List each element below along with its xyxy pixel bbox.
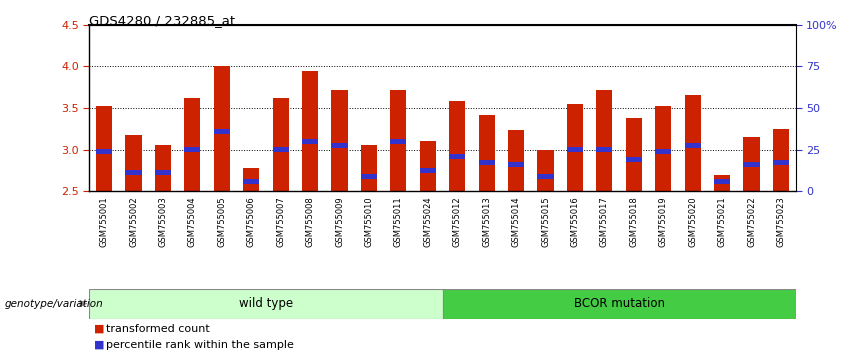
Bar: [125, 170, 141, 175]
Text: GSM755018: GSM755018: [630, 196, 638, 247]
Text: GSM755016: GSM755016: [570, 196, 580, 247]
Bar: [214, 65, 230, 191]
Text: GSM755003: GSM755003: [158, 196, 168, 247]
Bar: [597, 90, 613, 191]
Text: GSM755008: GSM755008: [306, 196, 315, 247]
Text: genotype/variation: genotype/variation: [4, 298, 103, 309]
Bar: [655, 149, 671, 154]
Bar: [508, 130, 524, 191]
Bar: [243, 179, 260, 184]
Bar: [96, 149, 112, 154]
Bar: [773, 160, 789, 165]
Bar: [331, 143, 347, 148]
Text: GSM755009: GSM755009: [335, 196, 344, 247]
Bar: [478, 115, 494, 191]
Bar: [625, 157, 642, 162]
Text: GSM755002: GSM755002: [129, 196, 138, 247]
Text: GSM755024: GSM755024: [423, 196, 432, 247]
Text: GSM755001: GSM755001: [100, 196, 109, 247]
Bar: [625, 118, 642, 191]
Bar: [331, 90, 347, 191]
Bar: [96, 106, 112, 191]
Text: GSM755019: GSM755019: [659, 196, 668, 247]
Bar: [185, 147, 201, 152]
Bar: [508, 162, 524, 167]
Bar: [443, 289, 796, 319]
Bar: [185, 98, 201, 191]
Text: GSM755004: GSM755004: [188, 196, 197, 247]
Bar: [538, 149, 554, 191]
Bar: [714, 175, 730, 191]
Bar: [684, 96, 700, 191]
Text: GSM755007: GSM755007: [277, 196, 285, 247]
Text: GSM755021: GSM755021: [717, 196, 727, 247]
Text: transformed count: transformed count: [106, 324, 210, 334]
Bar: [449, 101, 465, 191]
Text: BCOR mutation: BCOR mutation: [574, 297, 665, 310]
Text: GSM755010: GSM755010: [364, 196, 374, 247]
Bar: [420, 168, 436, 173]
Bar: [391, 139, 407, 144]
Bar: [478, 160, 494, 165]
Text: ■: ■: [94, 340, 104, 350]
Text: GSM755005: GSM755005: [217, 196, 226, 247]
Bar: [155, 170, 171, 175]
Bar: [302, 70, 318, 191]
Bar: [449, 154, 465, 159]
Text: GSM755014: GSM755014: [511, 196, 521, 247]
Text: percentile rank within the sample: percentile rank within the sample: [106, 340, 294, 350]
Bar: [744, 137, 760, 191]
Bar: [655, 106, 671, 191]
Bar: [214, 129, 230, 134]
Text: GSM755006: GSM755006: [247, 196, 255, 247]
Bar: [361, 145, 377, 191]
Bar: [361, 174, 377, 179]
Text: GSM755022: GSM755022: [747, 196, 756, 247]
Bar: [773, 129, 789, 191]
Bar: [420, 141, 436, 191]
Text: wild type: wild type: [239, 297, 293, 310]
Text: GSM755013: GSM755013: [483, 196, 491, 247]
Bar: [597, 147, 613, 152]
Bar: [89, 289, 443, 319]
Bar: [243, 168, 260, 191]
Text: GSM755017: GSM755017: [600, 196, 608, 247]
Bar: [302, 139, 318, 144]
Bar: [567, 147, 583, 152]
Text: GSM755012: GSM755012: [453, 196, 462, 247]
Bar: [391, 90, 407, 191]
Text: GSM755023: GSM755023: [776, 196, 785, 247]
Bar: [538, 174, 554, 179]
Text: ■: ■: [94, 324, 104, 334]
Bar: [714, 179, 730, 184]
Text: GDS4280 / 232885_at: GDS4280 / 232885_at: [89, 14, 236, 27]
Bar: [125, 136, 141, 191]
Bar: [684, 143, 700, 148]
Bar: [744, 162, 760, 167]
Bar: [272, 98, 288, 191]
Text: GSM755011: GSM755011: [394, 196, 403, 247]
Text: GSM755015: GSM755015: [541, 196, 550, 247]
Bar: [567, 104, 583, 191]
Bar: [155, 145, 171, 191]
Text: GSM755020: GSM755020: [688, 196, 697, 247]
Bar: [272, 147, 288, 152]
